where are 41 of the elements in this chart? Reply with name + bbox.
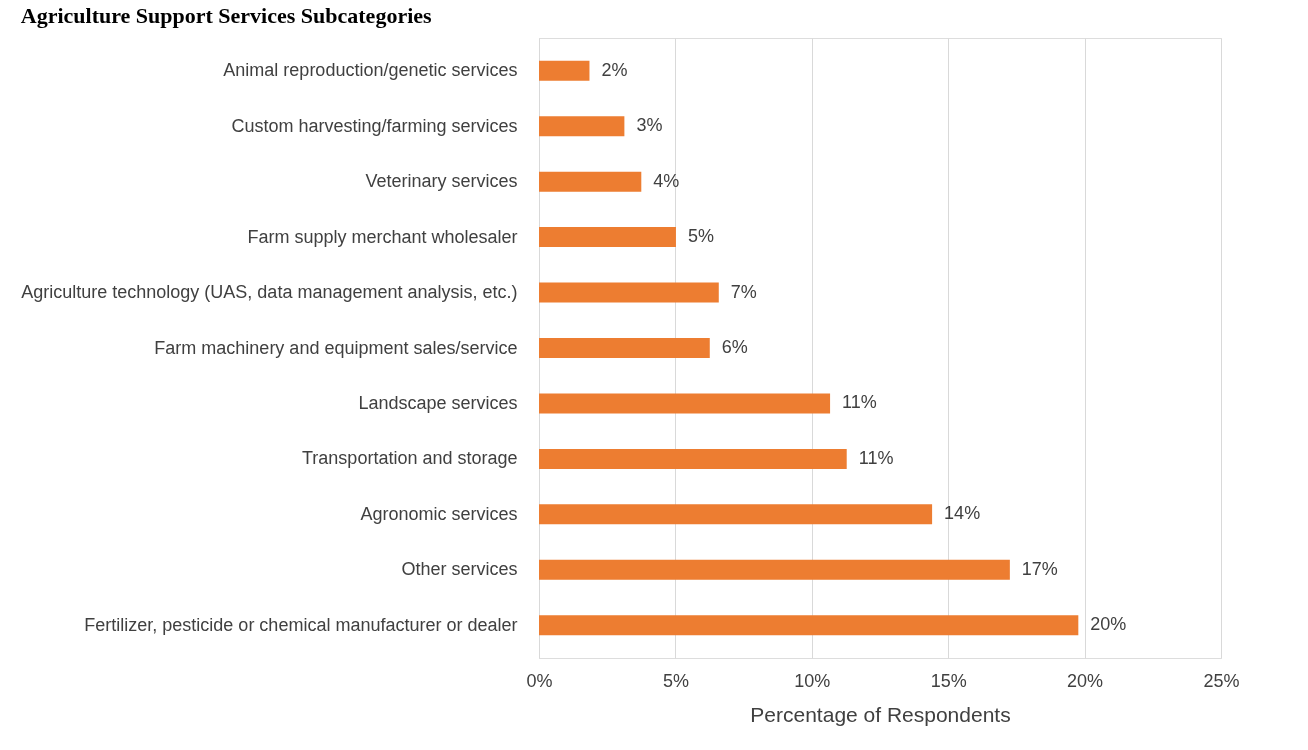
data-label: 5% — [687, 226, 714, 247]
bar — [539, 282, 719, 303]
bar — [539, 448, 847, 469]
bar — [539, 116, 625, 137]
data-label: 17% — [1021, 558, 1058, 579]
y-tick-label: Animal reproduction/genetic services — [223, 60, 518, 81]
data-label: 14% — [944, 503, 981, 524]
x-axis-title: Percentage of Respondents — [750, 702, 1011, 726]
x-tick-label: 25% — [1203, 670, 1240, 691]
x-tick-label: 5% — [662, 670, 689, 691]
y-tick-label: Landscape services — [358, 392, 518, 413]
data-label: 11% — [858, 447, 894, 468]
data-label: 7% — [730, 281, 757, 302]
bar — [539, 338, 710, 358]
x-tick-label: 0% — [526, 670, 553, 691]
y-tick-label: Agriculture technology (UAS, data management analysis, etc.) — [21, 282, 518, 303]
data-label: 20% — [1090, 614, 1127, 635]
data-label: 3% — [636, 115, 663, 136]
bar — [539, 171, 642, 192]
data-label: 6% — [721, 337, 748, 357]
y-tick-label: Agronomic services — [360, 503, 518, 524]
bar — [539, 504, 933, 525]
bar — [539, 559, 1010, 580]
y-tick-label: Farm supply merchant wholesaler — [247, 226, 518, 247]
y-tick-label: Custom harvesting/farming services — [231, 115, 518, 136]
x-tick-label: 10% — [794, 670, 831, 691]
y-tick-label: Transportation and storage — [302, 448, 518, 469]
x-tick-label: 15% — [930, 670, 967, 691]
y-tick-label: Veterinary services — [365, 171, 518, 192]
bar — [539, 393, 831, 414]
text: Agriculture Support Services Subcategories — [20, 3, 433, 28]
bar — [539, 60, 590, 81]
bar — [539, 615, 1079, 636]
data-label: 11% — [842, 392, 877, 413]
bar — [539, 227, 676, 248]
data-label: 2% — [601, 59, 628, 80]
y-tick-label: Fertilizer, pesticide or chemical manufacturer or dealer — [84, 614, 518, 635]
data-label: 4% — [653, 170, 680, 191]
y-tick-label: Farm machinery and equipment sales/service — [154, 337, 518, 358]
x-tick-label: 20% — [1067, 670, 1104, 691]
y-tick-label: Other services — [401, 559, 518, 580]
